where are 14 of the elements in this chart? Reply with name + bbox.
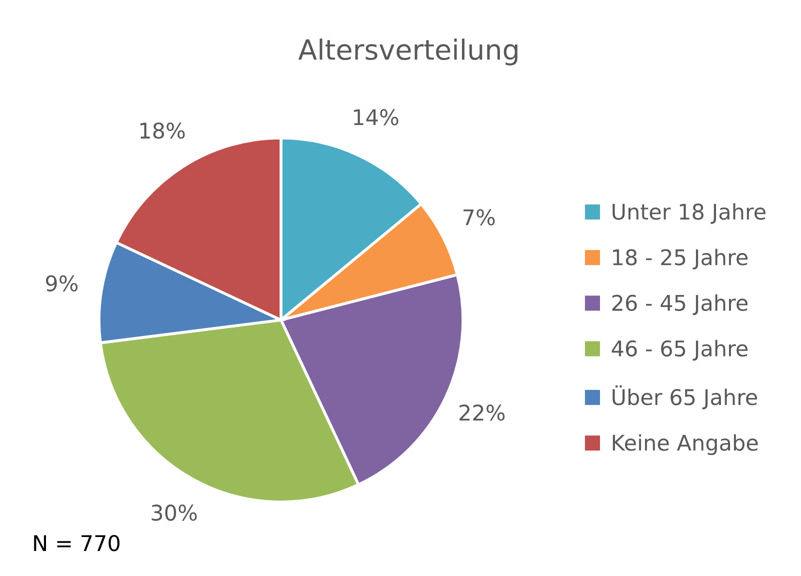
chart-title: Altersverteilung [298, 38, 518, 66]
data-label: 22% [460, 404, 505, 421]
legend-label: 26 - 45 Jahre [612, 294, 748, 316]
data-label: 7% [464, 209, 495, 226]
data-label: 14% [354, 109, 398, 126]
legend-label: 18 - 25 Jahre [613, 248, 748, 270]
legend-label: Keine Angabe [612, 434, 758, 456]
legend-label: 46 - 65 Jahre [612, 340, 748, 361]
data-label: 18% [140, 122, 185, 139]
legend-label: Unter 18 Jahre [612, 203, 766, 224]
data-label: 9% [46, 275, 78, 292]
data-label: 30% [152, 504, 197, 521]
legend-label: Über 65 Jahre [612, 385, 758, 410]
text: N = 770 [34, 534, 120, 552]
